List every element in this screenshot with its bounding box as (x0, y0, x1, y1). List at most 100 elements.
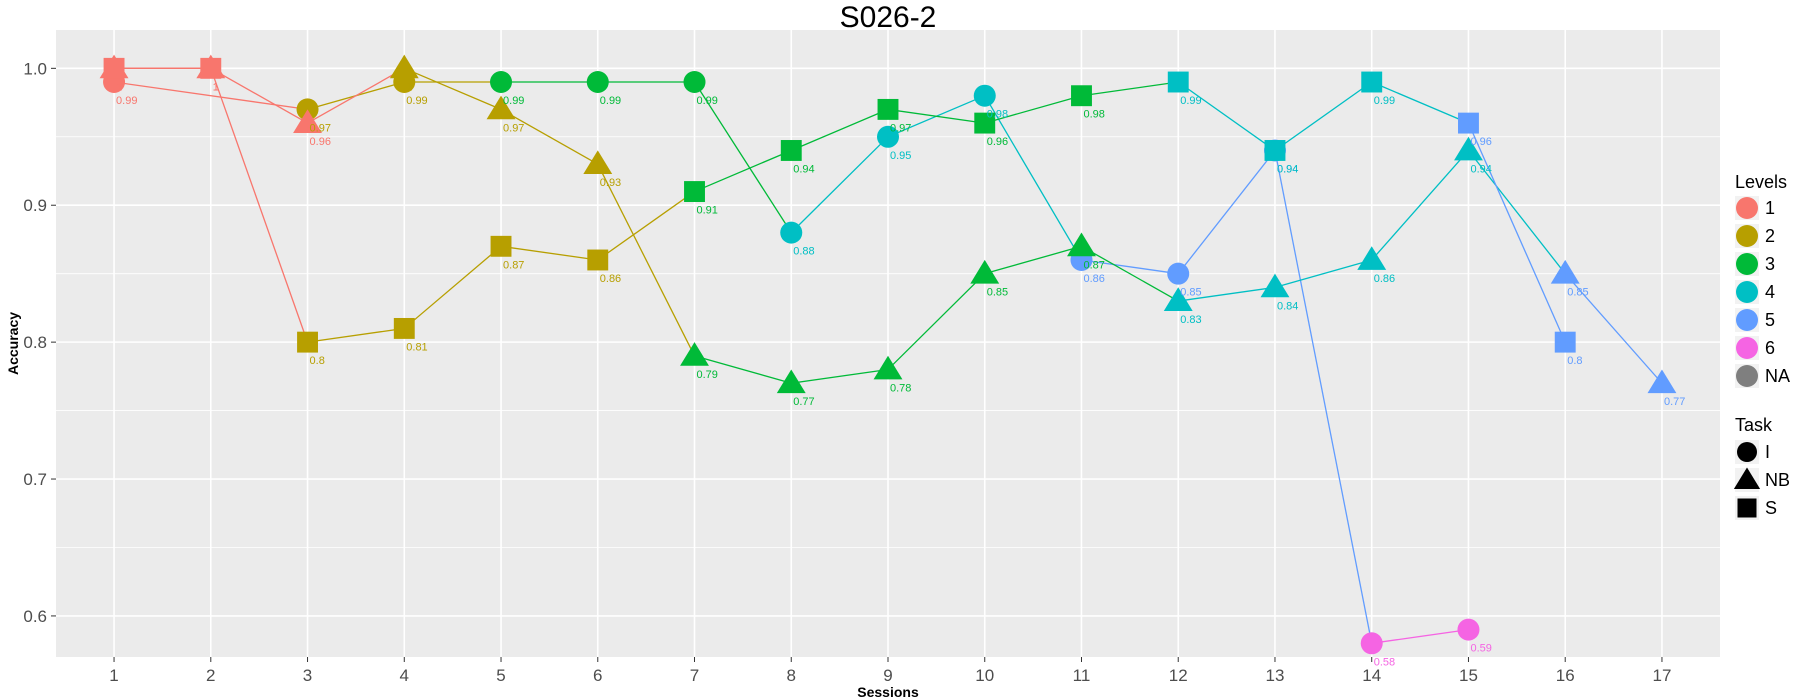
y-tick-label: 1.0 (23, 59, 47, 78)
data-label: 0.99 (503, 95, 524, 107)
data-label: 0.99 (406, 95, 427, 107)
x-tick-label: 8 (787, 666, 796, 685)
x-tick-label: 3 (303, 666, 312, 685)
data-label: 0.79 (697, 369, 718, 381)
series-segment-s (984, 95, 1082, 124)
data-point-s (1071, 85, 1092, 107)
data-label: 0.96 (987, 136, 1008, 148)
data-label: 0.85 (1567, 287, 1588, 299)
y-axis-title: Accuracy (5, 312, 21, 375)
data-point-i (973, 84, 996, 107)
legend-label-task: S (1765, 498, 1777, 518)
legend-label-level: 3 (1765, 254, 1775, 274)
x-tick-label: 11 (1073, 666, 1091, 685)
data-point-nb (680, 342, 709, 366)
data-labels: 0.99 0.97 0.99 0.99 0.99 0.99 0.88 0.95 0.98 0.86… (116, 81, 1685, 668)
data-point-s (1264, 140, 1286, 161)
data-label: 0.84 (1277, 300, 1298, 312)
data-point-i (1457, 618, 1480, 641)
data-label: 1 (213, 81, 219, 93)
data-point-nb (486, 95, 516, 120)
x-tick-label: 7 (690, 666, 699, 685)
series-segment-s (791, 108, 889, 152)
data-point-s (780, 140, 802, 161)
data-label: 0.94 (1277, 163, 1298, 175)
series-segment-nb (984, 245, 1082, 275)
series-segment-nb (694, 355, 792, 384)
data-point-s (684, 181, 705, 202)
data-label: 0.93 (600, 177, 621, 189)
grid-lines (56, 30, 1720, 657)
data-label: 0.78 (890, 383, 911, 395)
data-label: 0.86 (600, 273, 621, 285)
x-axis-title: Sessions (857, 684, 919, 700)
data-point-i (1167, 262, 1190, 285)
series-segment-i (1274, 150, 1373, 644)
legend-label-level: 1 (1765, 198, 1775, 218)
series-segment-nb (1564, 273, 1663, 384)
axes: 0.60.70.80.91.01 2 3 4 5 6 7 8 9 10 11 12 13 14 15 16 17 (23, 59, 1671, 685)
data-point-nb (970, 259, 1000, 284)
x-tick-label: 10 (975, 666, 994, 685)
series-segment-nb (1467, 150, 1566, 275)
data-point-i (780, 221, 803, 244)
data-point-s (200, 57, 222, 79)
data-point-s (490, 235, 512, 257)
data-point-nb (293, 109, 322, 133)
legend-label-level: 2 (1765, 226, 1775, 246)
legend-label-level: 6 (1765, 338, 1775, 358)
data-label: 0.99 (697, 95, 718, 107)
data-point-nb (1067, 232, 1096, 257)
data-point-nb (1454, 136, 1483, 161)
legend-key-square-icon (1737, 498, 1757, 518)
data-label: 0.85 (987, 287, 1008, 299)
chart-title: S026-2 (840, 1, 937, 34)
series-segment-nb (887, 273, 986, 370)
data-point-i (490, 71, 513, 94)
x-tick-label: 2 (206, 666, 215, 685)
data-point-s (103, 57, 125, 79)
series-segment-i (984, 95, 1083, 261)
series-segment-i (1177, 150, 1276, 275)
legend-title-task: Task (1735, 415, 1773, 435)
data-label: 0.88 (793, 246, 814, 258)
legend-label-task: I (1765, 442, 1770, 462)
data-point-i (1360, 632, 1383, 655)
legend-label-level: 5 (1765, 310, 1775, 330)
x-tick-label: 5 (496, 666, 505, 685)
data-label: 1 (116, 81, 122, 93)
legend: Levels 1 2 3 4 5 6 NA Task I NB S (1733, 172, 1790, 520)
legend-key-circle-icon (1737, 442, 1757, 462)
series-segment-i (790, 136, 889, 234)
y-tick-label: 0.8 (23, 333, 47, 352)
series-segment-nb (307, 67, 405, 124)
data-point-i (683, 71, 706, 94)
series-segment-i (693, 81, 792, 233)
data-point-s (1554, 331, 1576, 353)
x-tick-label: 1 (109, 666, 118, 685)
data-label: 0.83 (1180, 314, 1201, 326)
data-label: 1 (213, 81, 219, 93)
data-label: 0.87 (1083, 259, 1104, 271)
data-label: 1 (406, 81, 412, 93)
x-tick-label: 9 (883, 666, 892, 685)
data-point-s (877, 98, 899, 120)
legend-key-level (1736, 281, 1758, 303)
x-tick-label: 12 (1169, 666, 1188, 685)
data-label: 0.59 (1470, 643, 1491, 655)
data-label: 0.8 (1567, 355, 1582, 367)
series-segment-s (887, 108, 985, 124)
series-segment-s (307, 327, 405, 343)
data-label: 0.95 (890, 150, 911, 162)
legend-label-level: 4 (1765, 282, 1775, 302)
data-label: 1 (116, 81, 122, 93)
series-segment-s (403, 245, 502, 329)
data-point-nb (1550, 259, 1580, 284)
data-points (99, 54, 1677, 655)
series-segment-nb (1081, 245, 1179, 302)
data-point-nb (1163, 287, 1193, 311)
data-point-nb (1260, 273, 1290, 298)
series-lines (113, 67, 1663, 644)
data-label: 0.8 (310, 355, 325, 367)
legend-key-level (1736, 365, 1758, 387)
